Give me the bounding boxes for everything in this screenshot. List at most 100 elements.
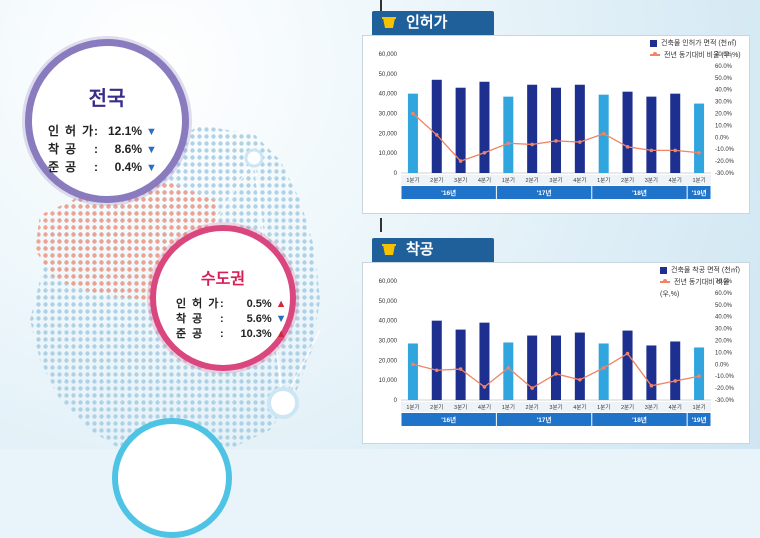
- bar: [622, 330, 633, 400]
- capital-row-complete: 준공:10.3% ▲: [176, 328, 287, 340]
- y-right-tick-label: 70.0%: [715, 52, 733, 58]
- national-title: 전국: [88, 88, 126, 110]
- down-arrow-icon: ▼: [146, 126, 157, 138]
- line-point: [578, 140, 582, 144]
- line-point: [601, 366, 606, 370]
- line-point: [458, 367, 463, 371]
- bar: [431, 320, 442, 400]
- bar: [407, 93, 418, 173]
- permit-chart-legend: 건축물 인허가 면적 (천㎡) 전년 동기대비 비율 (우,%): [650, 38, 741, 62]
- x-tick-label: 3분기: [645, 403, 658, 411]
- y-left-tick-label: 10,000: [379, 378, 398, 384]
- x-tick-label: 4분기: [669, 403, 682, 411]
- permit-chart: 0 10,000 20,000 30,000 40,000 50,000 60,000 -30…: [379, 52, 735, 199]
- panel-hook: [380, 218, 382, 232]
- start-panel-tab: 착공: [372, 238, 494, 262]
- y-right-tick-label: -10.0%: [715, 147, 735, 153]
- legend-bar-item: 건축물 착공 면적 (천㎡): [660, 265, 749, 277]
- x-tick-label: 3분기: [454, 403, 467, 411]
- year-band-cell: [592, 413, 687, 426]
- start-chart-legend: 건축물 착공 면적 (천㎡) 전년 동기대비 비율 (우,%): [660, 265, 749, 301]
- y-right-tick-label: 70.0%: [715, 279, 733, 285]
- x-tick-label: 4분기: [573, 403, 586, 411]
- category-band: [401, 402, 711, 412]
- bar: [574, 332, 585, 400]
- y-right-tick-label: 60.0%: [715, 64, 733, 70]
- year-band-cell: [687, 413, 711, 426]
- line-point: [482, 385, 487, 389]
- y-left-tick-label: 60,000: [379, 52, 398, 58]
- line-point: [411, 362, 415, 367]
- y-right-tick-label: -20.0%: [715, 159, 735, 165]
- capital-title: 수도권: [200, 271, 246, 288]
- x-tick-label: 4분기: [478, 176, 491, 184]
- bar: [503, 96, 514, 173]
- line-point: [554, 372, 558, 376]
- x-tick-label: 4분기: [478, 403, 491, 411]
- y-right-tick-label: -10.0%: [715, 374, 735, 380]
- line-point: [554, 139, 558, 143]
- bar: [646, 345, 657, 400]
- bar: [598, 343, 609, 400]
- y-right-tick-label: 50.0%: [715, 76, 733, 82]
- bucket-icon: [382, 17, 396, 28]
- national-row-complete: 준공:0.4% ▼: [48, 160, 157, 174]
- y-left-tick-label: 40,000: [379, 319, 398, 325]
- year-band-cell: [592, 186, 687, 199]
- bar: [407, 343, 418, 400]
- down-arrow-icon: ▼: [146, 162, 157, 174]
- x-tick-label: 1분기: [597, 176, 610, 184]
- y-right-tick-label: 50.0%: [715, 303, 733, 309]
- y-right-tick-label: -30.0%: [715, 398, 735, 404]
- permit-chart-panel: 건축물 인허가 면적 (천㎡) 전년 동기대비 비율 (우,%) 0 10,000…: [362, 35, 750, 214]
- x-tick-label: 3분기: [454, 176, 467, 184]
- bar: [646, 96, 657, 173]
- permit-panel-tab: 인허가: [372, 11, 494, 35]
- x-tick-label: 1분기: [597, 403, 610, 411]
- year-label: '16년: [441, 415, 456, 424]
- x-tick-label: 4분기: [669, 176, 682, 184]
- category-band: [401, 175, 711, 185]
- y-left-tick-label: 60,000: [379, 279, 398, 285]
- x-tick-label: 1분기: [406, 176, 419, 184]
- y-right-tick-label: 40.0%: [715, 88, 733, 94]
- line-point: [506, 141, 511, 146]
- national-stats-circle: 전국 인허가: 12.1% ▼ 착공:8.6% ▼ 준공:0.4% ▼: [25, 39, 189, 203]
- year-label: '17년: [537, 415, 552, 424]
- legend-bar-item: 건축물 인허가 면적 (천㎡): [650, 38, 741, 50]
- line-point: [434, 368, 439, 373]
- year-band-cell: [401, 413, 496, 426]
- year-band-cell: [496, 186, 592, 199]
- y-right-tick-label: 60.0%: [715, 291, 733, 297]
- down-arrow-icon: ▼: [275, 313, 287, 325]
- panel-hook: [380, 0, 382, 14]
- line-point: [530, 142, 534, 147]
- year-label: '19년: [692, 415, 707, 424]
- year-band-cell: [687, 186, 711, 199]
- legend-line-item: 전년 동기대비 비율 (우,%): [650, 50, 741, 62]
- line-point: [411, 111, 415, 116]
- bar: [527, 335, 538, 400]
- year-label: '17년: [537, 188, 552, 197]
- x-tick-label: 1분기: [692, 403, 705, 411]
- y-right-tick-label: 30.0%: [715, 100, 733, 106]
- bar: [574, 84, 585, 173]
- line-point: [673, 379, 678, 383]
- year-band-cell: [496, 413, 592, 426]
- x-tick-label: 2분기: [526, 403, 539, 411]
- up-arrow-icon: ▲: [275, 328, 287, 340]
- year-band-cell: [401, 186, 496, 199]
- legend-line-swatch: [660, 279, 670, 284]
- line-point: [673, 148, 678, 153]
- bar: [622, 91, 633, 173]
- x-tick-label: 3분기: [645, 176, 658, 184]
- bar: [455, 87, 466, 173]
- x-tick-label: 1분기: [406, 403, 419, 411]
- line-point: [649, 383, 654, 388]
- legend-line-swatch: [650, 52, 660, 57]
- year-label: '18년: [632, 415, 647, 424]
- line-point: [697, 150, 701, 155]
- bar: [694, 103, 705, 173]
- bar: [479, 322, 490, 400]
- y-right-tick-label: 20.0%: [715, 112, 733, 118]
